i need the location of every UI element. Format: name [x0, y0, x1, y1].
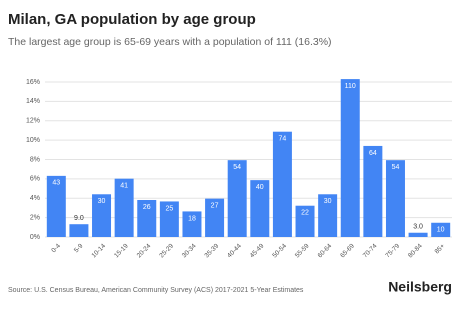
x-tick-label: 35-39: [204, 242, 221, 259]
y-tick-label: 16%: [26, 79, 40, 86]
data-label: 26: [143, 204, 151, 211]
y-tick-label: 10%: [26, 137, 40, 144]
brand-logo: Neilsberg: [388, 279, 452, 295]
x-tick-label: 80-84: [407, 242, 424, 259]
bar: [114, 178, 134, 237]
x-tick-label: 20-24: [136, 242, 153, 259]
x-tick-label: 5-9: [73, 242, 85, 254]
bar: [69, 224, 89, 237]
bar: [250, 180, 270, 237]
chart-title: Milan, GA population by age group: [8, 11, 256, 28]
data-label: 22: [301, 210, 309, 217]
data-label: 41: [120, 183, 128, 190]
data-label: 43: [52, 180, 60, 187]
y-tick-label: 0%: [30, 234, 40, 241]
chart-subtitle: The largest age group is 65-69 years wit…: [8, 36, 332, 48]
bar: [318, 194, 338, 237]
x-tick-label: 40-44: [226, 242, 243, 259]
data-label: 54: [392, 164, 400, 171]
x-tick-label: 55-59: [294, 242, 311, 259]
data-label: 10: [437, 227, 445, 234]
bar: [182, 211, 202, 237]
bar: [159, 201, 179, 237]
data-label: 9.0: [74, 215, 84, 222]
x-tick-label: 85+: [434, 243, 447, 256]
bar: [295, 205, 315, 237]
bar: [46, 175, 66, 237]
bar: [92, 194, 112, 237]
data-label: 30: [98, 198, 106, 205]
y-tick-label: 2%: [30, 214, 40, 221]
bar: [227, 160, 247, 237]
x-tick-label: 0-4: [50, 242, 62, 254]
data-label: 54: [233, 164, 241, 171]
data-label: 74: [279, 136, 287, 143]
x-tick-label: 70-74: [362, 242, 379, 259]
bar: [431, 222, 451, 237]
x-tick-label: 75-79: [384, 242, 401, 259]
bar: [272, 131, 292, 237]
bar: [363, 145, 383, 237]
data-label: 25: [165, 205, 173, 212]
data-label: 30: [324, 198, 332, 205]
source: Source: U.S. Census Bureau, American Com…: [8, 287, 304, 294]
y-tick-label: 12%: [26, 118, 40, 125]
bar: [408, 232, 428, 237]
x-tick-label: 25-29: [158, 242, 175, 259]
x-tick-label: 50-54: [271, 242, 288, 259]
data-label: 27: [211, 202, 219, 209]
data-label: 110: [345, 83, 356, 90]
x-tick-label: 15-19: [113, 242, 130, 259]
x-tick-label: 65-69: [339, 242, 356, 259]
bar: [340, 79, 360, 237]
x-tick-label: 10-14: [90, 242, 107, 259]
y-tick-label: 4%: [30, 195, 40, 202]
x-tick-label: 30-34: [181, 242, 198, 259]
bar: [205, 198, 225, 237]
y-tick-label: 8%: [30, 156, 40, 163]
data-label: 40: [256, 184, 264, 191]
data-label: 64: [369, 150, 377, 157]
x-tick-label: 60-64: [317, 242, 334, 259]
data-label: 18: [188, 215, 196, 222]
data-label: 3.0: [413, 224, 423, 231]
bar: [385, 160, 405, 237]
y-tick-label: 14%: [26, 98, 40, 105]
x-tick-label: 45-49: [249, 242, 266, 259]
bar: [137, 199, 157, 237]
y-tick-label: 6%: [30, 176, 40, 183]
